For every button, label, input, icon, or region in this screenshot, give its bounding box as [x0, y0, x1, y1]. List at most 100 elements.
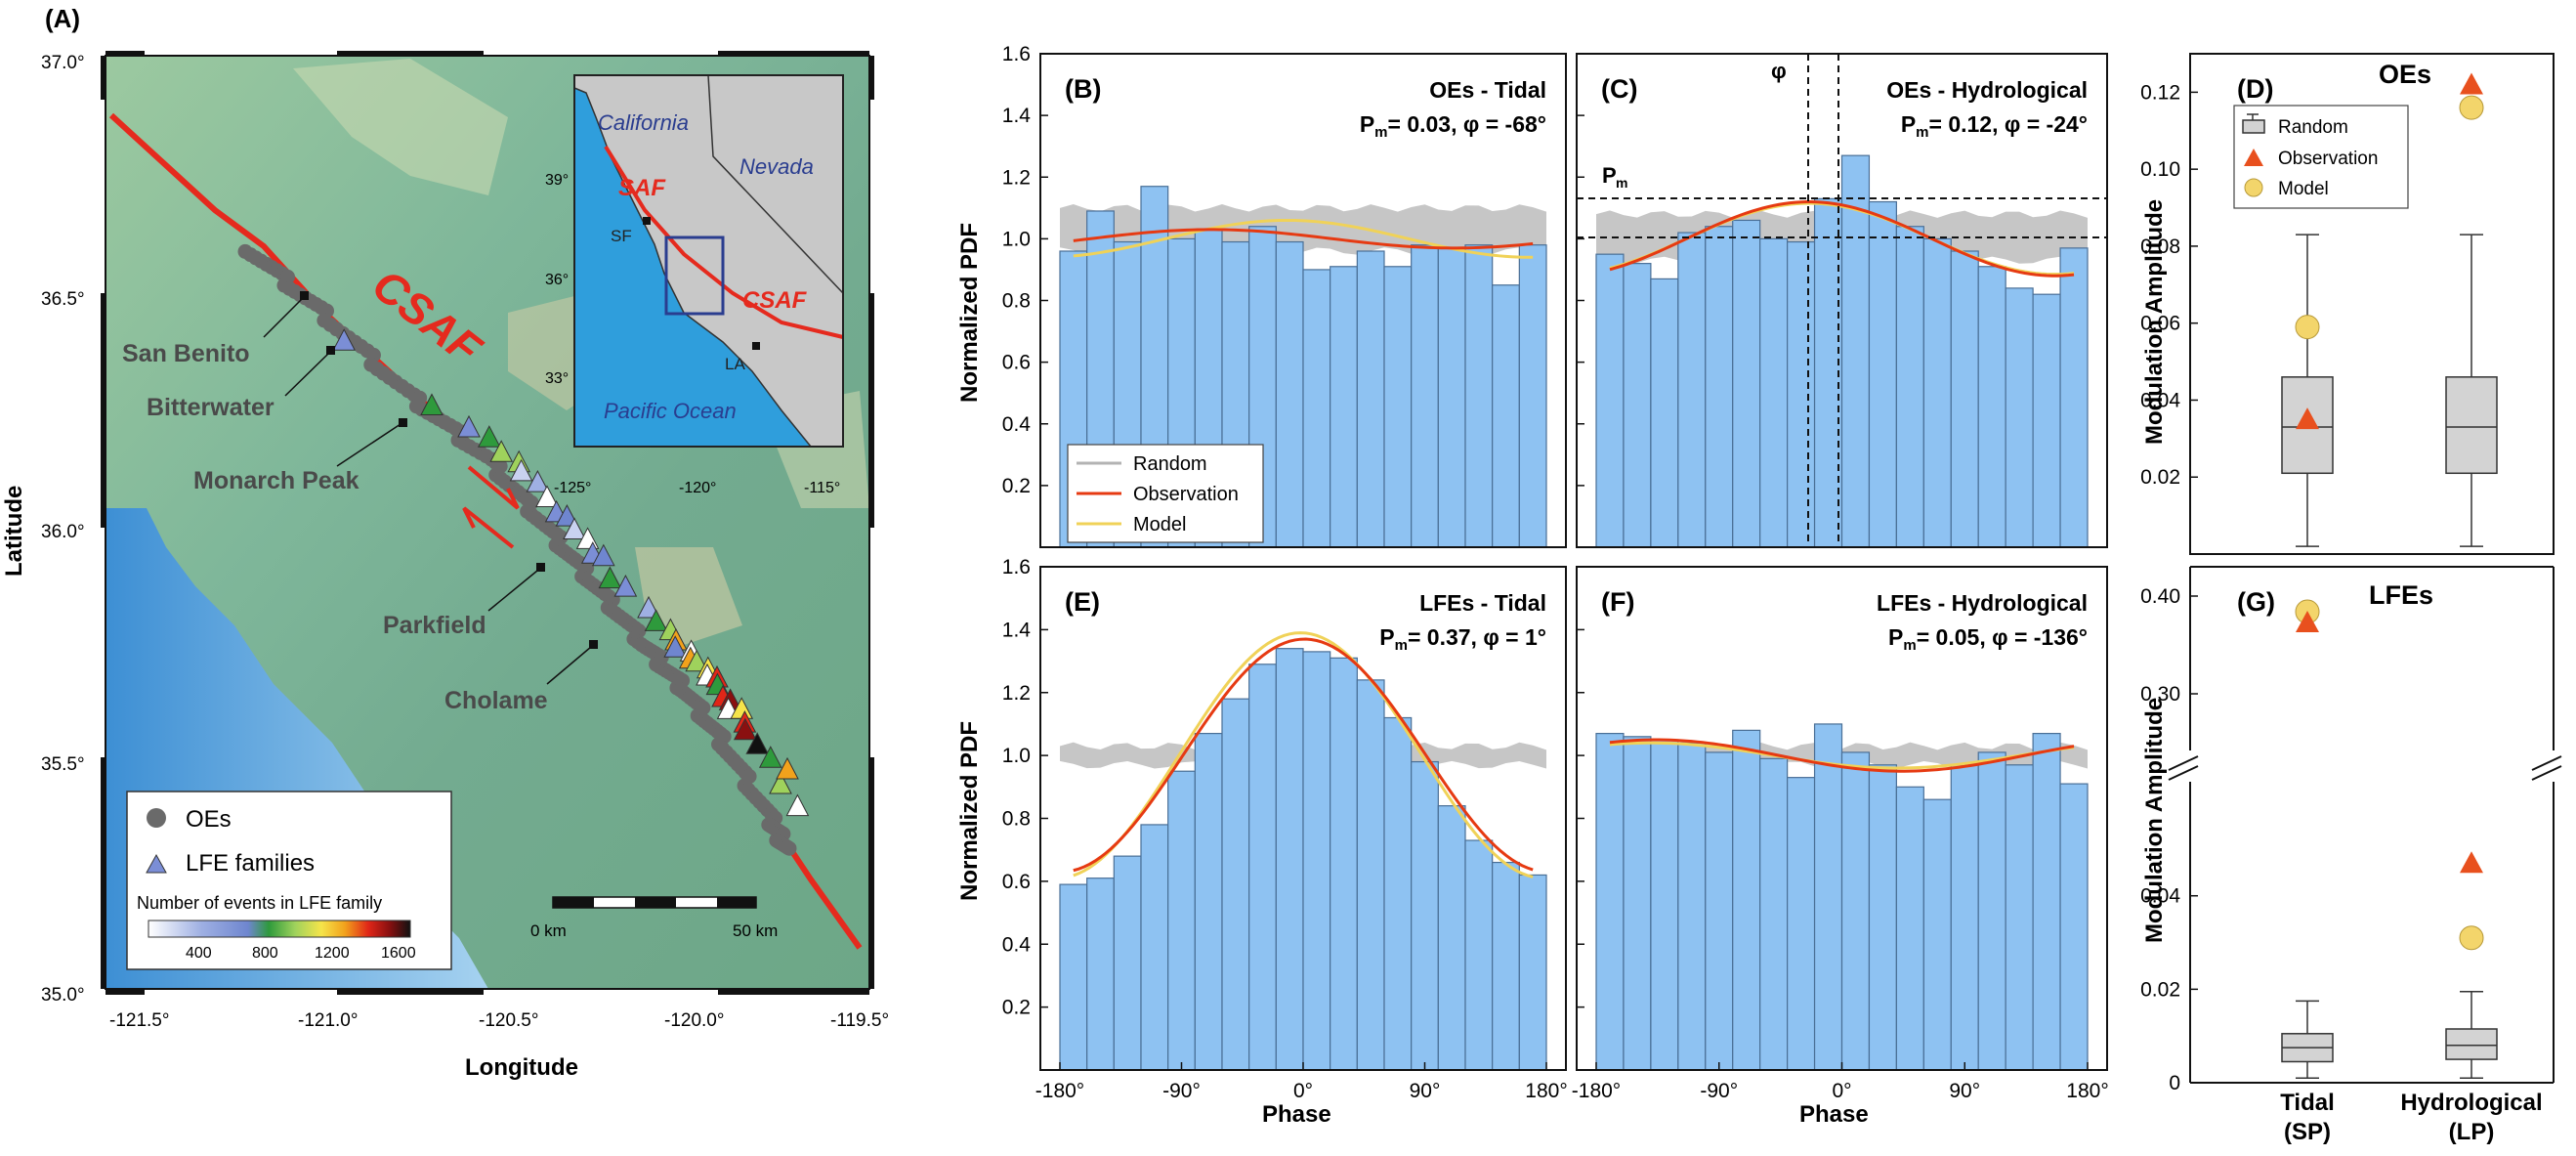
inset-map: California Nevada Pacific Ocean SAF CSAF… — [545, 74, 844, 496]
map-ytick: 37.0° — [41, 53, 85, 73]
place-leaders — [263, 297, 592, 685]
observation-curve — [1073, 228, 1534, 250]
y-tick-label: 0.04 — [2140, 389, 2180, 411]
box-legend-random: Random — [2278, 117, 2348, 138]
histogram-bar — [1221, 698, 1250, 1071]
histogram-bar — [1113, 855, 1142, 1071]
legend-random-label: Random — [1133, 453, 1207, 475]
x-tick-label: 90° — [1949, 1080, 1980, 1102]
lfe-triangle — [733, 717, 757, 741]
lfe-triangle — [769, 771, 792, 794]
model-curve — [1609, 741, 2075, 770]
histogram-bar — [1677, 742, 1707, 1071]
histogram-bar — [1868, 200, 1897, 548]
histogram-bar — [1677, 232, 1707, 548]
histogram-bar — [1623, 736, 1652, 1071]
y-tick-label: 0.12 — [2140, 81, 2180, 104]
inset-xtick: -125° — [554, 480, 591, 496]
y-tick-label: 0.30 — [2140, 683, 2180, 706]
legend-observation-label: Observation — [1133, 484, 1239, 505]
hist-legend: Random Observation Model — [1067, 444, 1264, 543]
lfe-triangle — [785, 793, 810, 817]
histogram-bar — [2059, 783, 2089, 1071]
histogram-bar — [1059, 883, 1088, 1071]
inset-label-saf: SAF — [618, 175, 666, 201]
model-marker — [2295, 315, 2320, 340]
histogram-bar — [1140, 824, 1169, 1071]
ratio-ylabel-g: Modulation Amplitude — [2141, 698, 2168, 943]
histogram-bar — [1356, 679, 1385, 1071]
x-tick-label: -90° — [1162, 1080, 1201, 1102]
lfe-triangle — [745, 732, 770, 754]
colorbar-tick: 1200 — [315, 945, 350, 962]
observation-curve — [1073, 637, 1534, 873]
hist-xlabel-right: Phase — [1799, 1101, 1869, 1128]
panel-label: (B) — [1065, 74, 1101, 104]
histogram-bar — [1705, 226, 1734, 548]
y-tick-label: 0.04 — [2140, 885, 2180, 908]
histogram-bar — [1732, 729, 1761, 1071]
histogram-bar — [2032, 732, 2061, 1071]
colorbar-tick: 1600 — [381, 945, 416, 962]
x-tick-label: 90° — [1410, 1080, 1441, 1102]
y-tick-label: 1.6 — [1002, 43, 1031, 65]
place-markers — [300, 291, 598, 649]
y-tick-label: 0.4 — [1002, 933, 1032, 956]
model-marker — [2459, 95, 2484, 120]
histogram-bar — [1895, 226, 1924, 548]
lfe-triangle — [758, 746, 782, 768]
place-marker — [326, 346, 335, 355]
box-legend-observation: Observation — [2278, 149, 2378, 169]
map-ytick: 35.5° — [41, 754, 85, 775]
histogram-bar — [1167, 770, 1196, 1071]
place-marker — [300, 291, 309, 300]
legend-oes: OEs — [186, 806, 232, 833]
histogram-bar — [1383, 266, 1413, 548]
lfe-triangle — [535, 485, 559, 507]
y-tick-label: 1.0 — [1002, 745, 1031, 767]
box-xtick-hydro: Hydrological — [2400, 1090, 2542, 1116]
pm-guide-label: P — [1602, 163, 1617, 188]
inset-label-california: California — [598, 110, 689, 135]
lfe-triangle — [526, 470, 550, 492]
y-tick-label: 0.06 — [2140, 313, 2180, 335]
y-tick-label: 1.4 — [1002, 619, 1032, 641]
panel-c-histogram: (C) OEs - Hydrological Pm= 0.12, φ = -24° — [1576, 53, 2108, 548]
histogram-bar — [1275, 648, 1304, 1071]
y-tick-label: 0.02 — [2140, 466, 2180, 489]
panel-stat: Pm= 0.37, φ = 1° — [1379, 624, 1546, 654]
observation-marker — [2296, 611, 2319, 632]
map-xtick: -119.5° — [830, 1010, 889, 1031]
histogram-bar — [1732, 219, 1761, 548]
map-xtick: -121.0° — [298, 1010, 358, 1031]
place-bitterwater: Bitterwater — [147, 394, 274, 421]
histogram-bar — [1650, 278, 1679, 548]
y-tick-label: 0.4 — [1002, 413, 1032, 436]
panel-title: LFEs — [2369, 580, 2433, 610]
y-tick-label: 0.6 — [1002, 352, 1031, 374]
panel-title: OEs - Tidal — [1429, 77, 1546, 103]
inset-xtick: -115° — [804, 480, 840, 496]
legend-oe-marker — [147, 808, 166, 828]
histogram-bar — [1464, 244, 1494, 548]
panel-a-map: (A) — [1, 4, 889, 1081]
y-tick-label: 0.08 — [2140, 235, 2180, 258]
y-tick-label: 0.8 — [1002, 808, 1031, 831]
lfe-triangle — [555, 504, 579, 527]
y-tick-label: 0.2 — [1002, 997, 1031, 1019]
panel-d-boxplot: 0.02 0.04 0.06 0.08 0.10 0.12 (D) OEs — [2140, 53, 2555, 555]
histogram-bar — [2005, 764, 2034, 1071]
y-tick-label: 0.10 — [2140, 158, 2180, 181]
lfe-triangle — [598, 566, 622, 589]
x-tick-label: -180° — [1035, 1080, 1084, 1102]
histogram-bar — [1922, 237, 1952, 548]
boxplot-frame — [2189, 53, 2555, 555]
inset-label-csaf: CSAF — [742, 287, 808, 314]
highland-patch — [293, 59, 508, 195]
lfe-triangle — [332, 328, 357, 351]
histogram-bar — [1840, 751, 1871, 1071]
x-tick-label: 0° — [1832, 1080, 1851, 1102]
histogram-bar — [1950, 250, 1979, 548]
panel-stat: Pm= 0.12, φ = -24° — [1901, 111, 2088, 141]
lfe-triangle — [613, 575, 638, 597]
